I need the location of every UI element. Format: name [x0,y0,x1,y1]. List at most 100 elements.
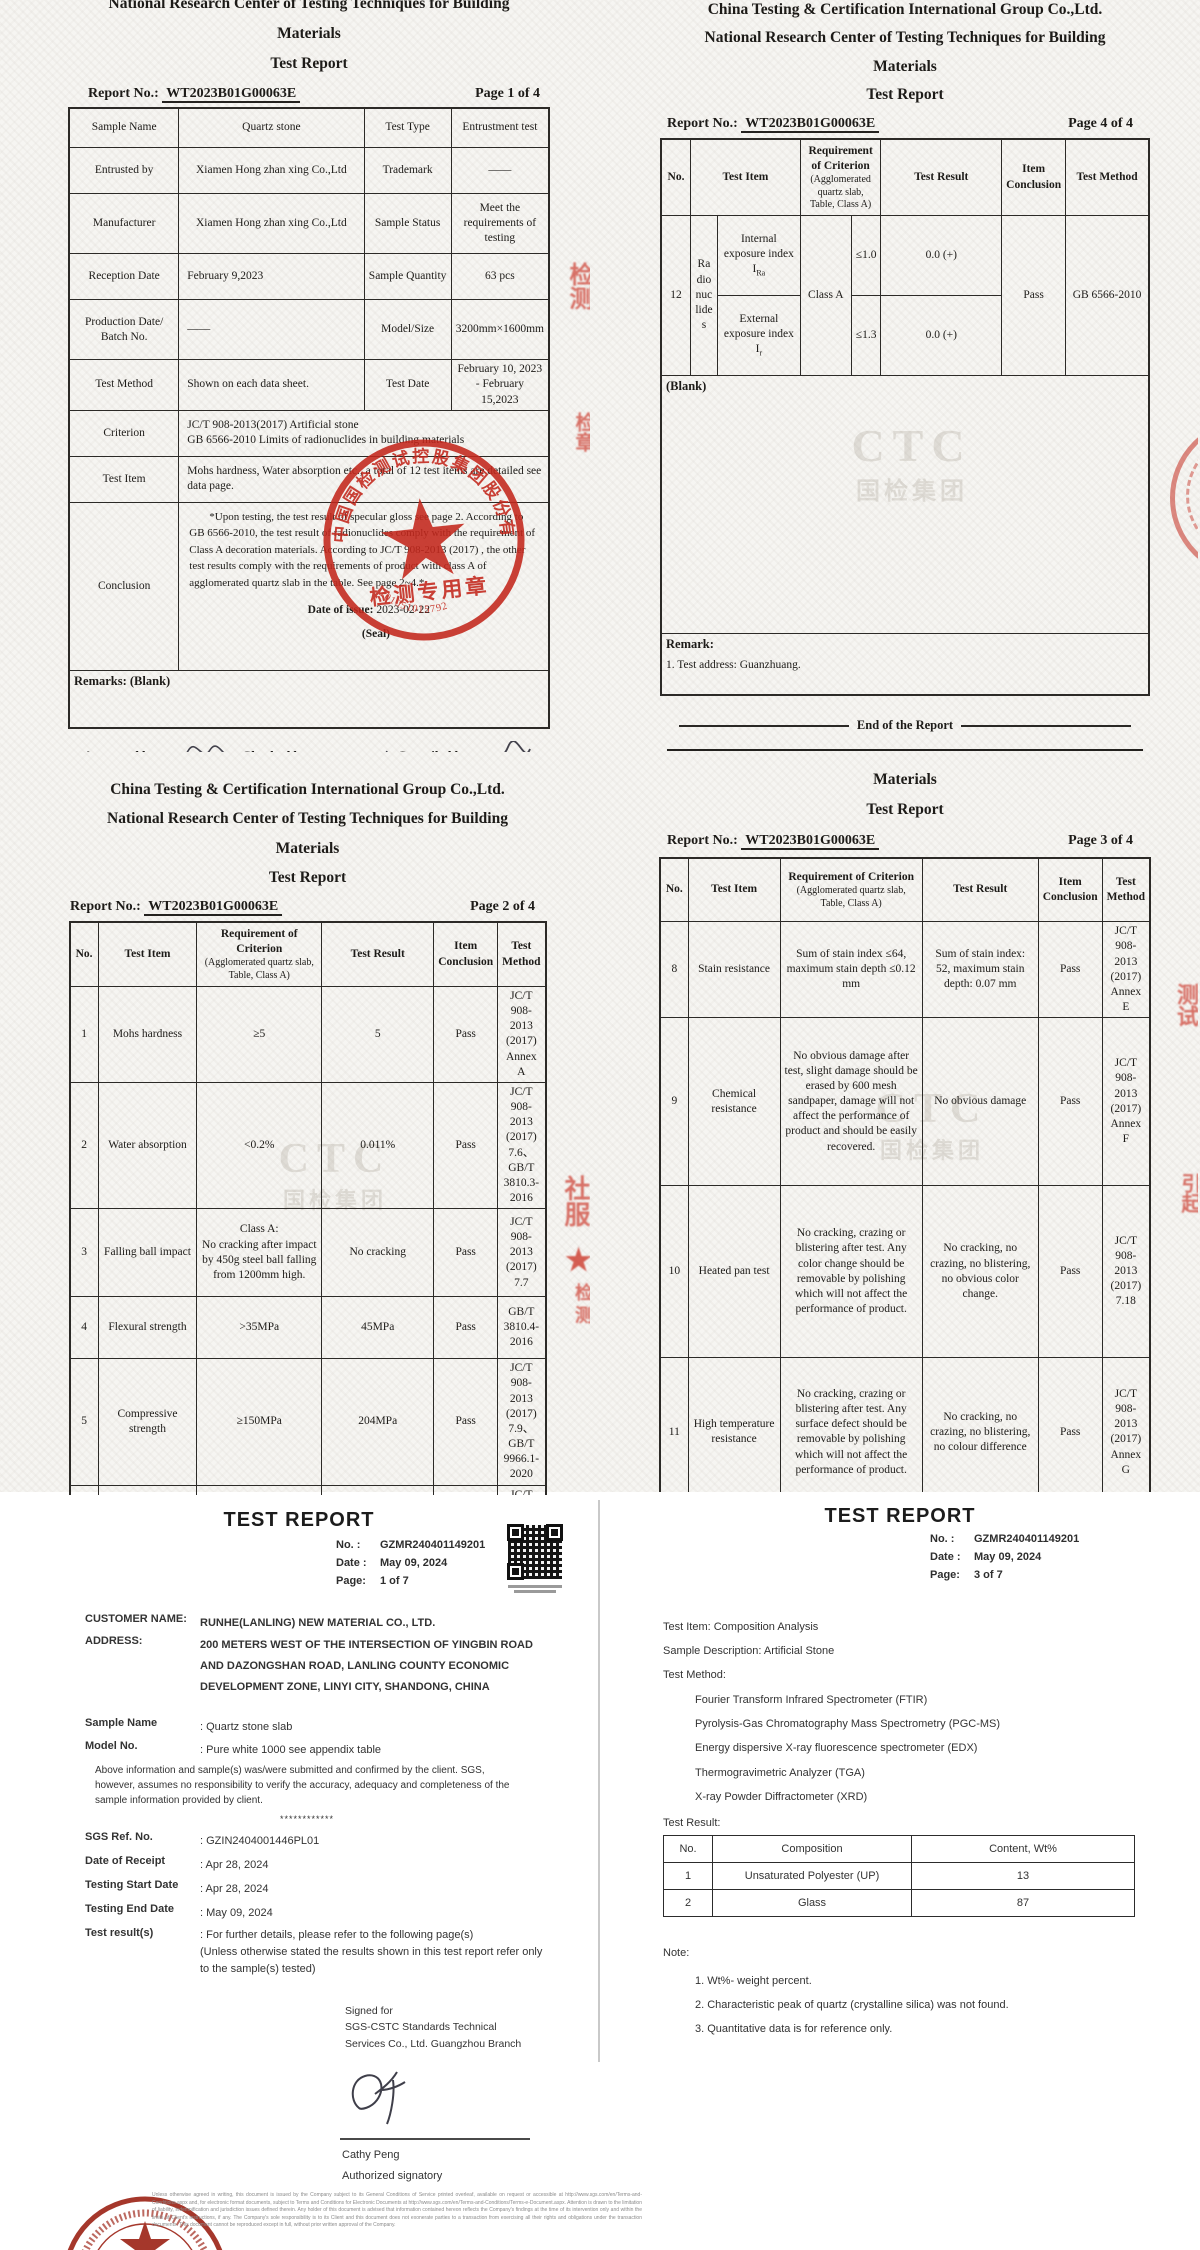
row-item: High temperature resistance [687,1357,781,1492]
value-reception-date: February 9,2023 [178,253,365,301]
sgs3-date: May 09, 2024 [974,1551,1042,1563]
col-test-result: Test Result [321,921,435,987]
value-trademark: —— [450,147,550,195]
row-method: JC/T 908-2013 (2017) 7.9、 GB/T 9966.1-20… [497,1358,546,1486]
signatory-name: Cathy Peng [342,2149,400,2161]
row-result: No cracking [321,1208,435,1298]
approved-signature [186,745,224,752]
table-row: 1 Unsaturated Polyester (UP) 13 [663,1862,1135,1890]
row-conclusion: Pass [433,1358,499,1486]
page2-company-line: China Testing & Certification Internatio… [110,781,505,798]
end-of-report-text: End of the Report [856,718,954,733]
table-row: 6 Abrasion resistance ≤300mm³ 115mm³ Pas… [69,1484,546,1495]
sample-name-label: Sample Name [85,1717,158,1729]
note-item: 1. Wt%- weight percent. [695,1975,812,1987]
col-test-method: Test Method [1065,138,1150,216]
sample-disclaimer-note: Above information and sample(s) was/were… [95,1765,510,1806]
sgs1-date: May 09, 2024 [380,1557,448,1569]
compiled-signature [504,741,532,752]
table-row: 11 High temperature resistance No cracki… [659,1357,1151,1492]
page2-materials-title: Materials [275,839,340,857]
row-item: Heated pan test [687,1185,781,1359]
row-item: Falling ball impact [97,1208,198,1298]
page3-page-indicator: Page 3 of 4 [1068,832,1133,848]
row-requirement: Sum of stain index ≤64, maximum stain de… [779,921,923,1019]
value-manufacturer: Xiamen Hong zhan xing Co.,Ltd [178,193,365,255]
label-sample-status: Sample Status [363,193,452,255]
page4-report-no-label: Report No.: [667,116,738,132]
row-conclusion: Pass [433,1296,499,1360]
sgs1-no: GZMR240401149201 [380,1539,486,1551]
row-no: 2 [69,1081,99,1210]
col-requirement: Requirement of Criterion [788,870,914,883]
row-composition: Unsaturated Polyester (UP) [712,1862,912,1890]
col-item-conclusion: Item Conclusion [1037,857,1103,923]
method-item: X-ray Powder Diffractometer (XRD) [695,1790,868,1803]
signed-for-line2: SGS-CSTC Standards Technical [345,2021,497,2034]
row-conclusion: Pass [1037,1185,1103,1359]
page1-materials-title: Materials [277,25,341,42]
signatory-title: Authorized signatory [342,2169,443,2182]
page4-page-indicator: Page 4 of 4 [1068,116,1133,132]
sgs-ref-label: SGS Ref. No. [85,1831,153,1843]
row-requirement: ≥5 [196,985,323,1083]
row-item: Water absorption [97,1081,198,1210]
receipt-date-value: : Apr 28, 2024 [200,1859,269,1871]
page1-page-indicator: Page 1 of 4 [475,85,540,101]
sgs3-title: TEST REPORT [824,1505,976,1527]
value-criterion-1: JC/T 908-2013(2017) Artificial stone [187,419,359,432]
page2-report-no: WT2023B01G00063E [144,899,283,917]
model-no-label: Model No. [85,1740,138,1752]
edge-stamp-fragment: 检章 [572,412,590,452]
checked-by-label: Checked by [242,748,307,752]
row12-external-symbol: I [755,343,760,356]
label-trademark: Trademark [363,147,452,195]
col-item-conclusion: Item Conclusion [433,921,499,987]
row-result: 45MPa [321,1296,435,1360]
label-entrusted-by: Entrusted by [68,147,180,195]
col-requirement-sub: (Agglomerated quartz slab, Table, Class … [796,885,906,909]
row-no: 11 [659,1357,689,1492]
row-conclusion: Pass [1037,1017,1103,1187]
row-conclusion: Pass [433,985,499,1083]
row-requirement: <0.2% [196,1081,323,1210]
row-no: 4 [69,1296,99,1360]
row-method: JC/T 908-2013 (2017) 7.18 [1101,1185,1151,1359]
row-requirement: No cracking, crazing or blistering after… [779,1357,923,1492]
page2-test-report-title: Test Report [268,869,347,887]
col-test-item: Test Item [687,857,781,923]
col-composition: Composition [712,1835,912,1863]
page4-header-line: National Research Center of Testing Tech… [704,29,1106,47]
date-of-issue-label: Date of issue: [307,603,374,616]
test-result-label: Test Result: [663,1817,721,1829]
col-requirement-sub: (Agglomerated quartz slab, Table, Class … [204,957,314,981]
sgs-ref-value: : GZIN2404001446PL01 [200,1835,320,1847]
ctc-report-page2: China Testing & Certification Internatio… [25,755,590,1495]
col-requirement: Requirement of Criterion [220,927,298,956]
sgs3-no-label: No. : [930,1533,955,1545]
col-test-item: Test Item [689,138,801,216]
remark-title: Remark: [666,636,714,651]
value-sample-status: Meet the requirements of testing [450,193,550,255]
page3-report-no: WT2023B01G00063E [741,832,880,850]
row-method: JC/T 908-2013 (2017) 7.7 [497,1208,546,1298]
row-method: JC/T 908-2013 (2017) 7.10 Annex C [497,1484,546,1495]
ctc-report-page4: China Testing & Certification Internatio… [612,0,1198,752]
row12-internal-result: 0.0 (+) [880,214,1003,296]
page2-page-indicator: Page 2 of 4 [470,899,535,915]
row12-class: Class A [799,214,852,376]
ctc-report-page3: Materials Test Report Report No.: WT2023… [612,755,1198,1492]
row-composition: Glass [712,1889,912,1917]
sgs1-title: TEST REPORT [223,1509,375,1531]
page3-materials-title: Materials [873,771,937,788]
row-conclusion: Pass [1037,921,1103,1019]
label-test-method: Test Method [68,359,180,411]
row-item: Flexural strength [97,1296,198,1360]
row-content: 13 [911,1862,1135,1890]
note-item: 3. Quantitative data is for reference on… [695,2023,893,2036]
col-content: Content, Wt% [911,1835,1135,1863]
seal-label: (Seal) [361,627,390,640]
edge-stamp-fragment: 引起 [1178,1173,1198,1213]
approved-by-label: Approved by [84,748,156,752]
edge-arc-stamp-text [1186,428,1198,564]
